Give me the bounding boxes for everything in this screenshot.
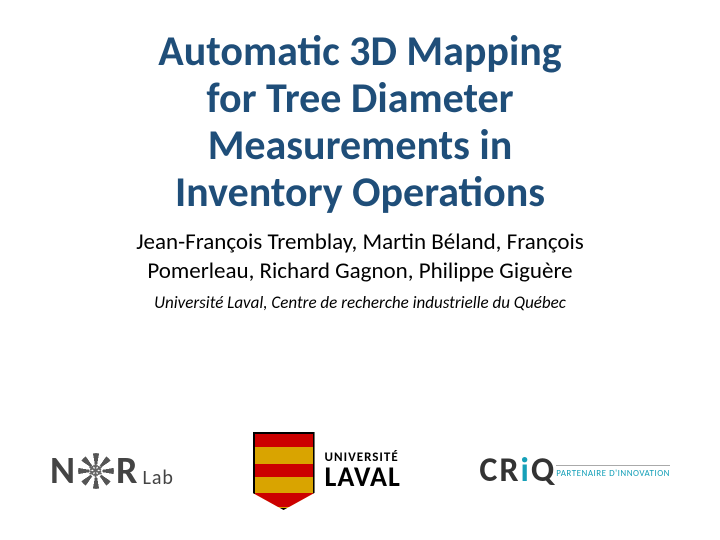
- norlab-r: R: [116, 448, 138, 494]
- logo-row: N R Lab UNIVERSITÉ LAVAL CRiQ PARTENAIRE…: [40, 432, 680, 520]
- norlab-logo: N R Lab: [50, 448, 174, 494]
- title-line-1: Automatic 3D Mapping: [158, 28, 561, 75]
- slide-title: Automatic 3D Mapping for Tree Diameter M…: [158, 28, 561, 216]
- title-line-2: for Tree Diameter: [158, 75, 561, 122]
- affiliation: Université Laval, Centre de recherche in…: [154, 292, 566, 313]
- slide: Automatic 3D Mapping for Tree Diameter M…: [0, 0, 720, 540]
- criq-tagline: PARTENAIRE D'INNOVATION: [556, 465, 670, 479]
- laval-bottom: LAVAL: [325, 464, 401, 491]
- authors: Jean-François Tremblay, Martin Béland, F…: [136, 228, 584, 286]
- authors-line-2: Pomerleau, Richard Gagnon, Philippe Gigu…: [136, 257, 584, 286]
- universite-laval-logo: UNIVERSITÉ LAVAL: [253, 432, 401, 510]
- gear-snowflake-icon: [78, 453, 114, 489]
- criq-cr: CR: [479, 450, 520, 491]
- norlab-n: N: [50, 448, 76, 494]
- criq-i: i: [521, 450, 531, 491]
- criq-q: Q: [531, 450, 556, 491]
- criq-logo: CRiQ PARTENAIRE D'INNOVATION: [479, 454, 670, 488]
- authors-line-1: Jean-François Tremblay, Martin Béland, F…: [136, 228, 584, 257]
- title-line-3: Measurements in: [158, 122, 561, 169]
- title-line-4: Inventory Operations: [158, 169, 561, 216]
- norlab-lab: Lab: [142, 466, 174, 494]
- laval-shield-icon: [253, 432, 315, 510]
